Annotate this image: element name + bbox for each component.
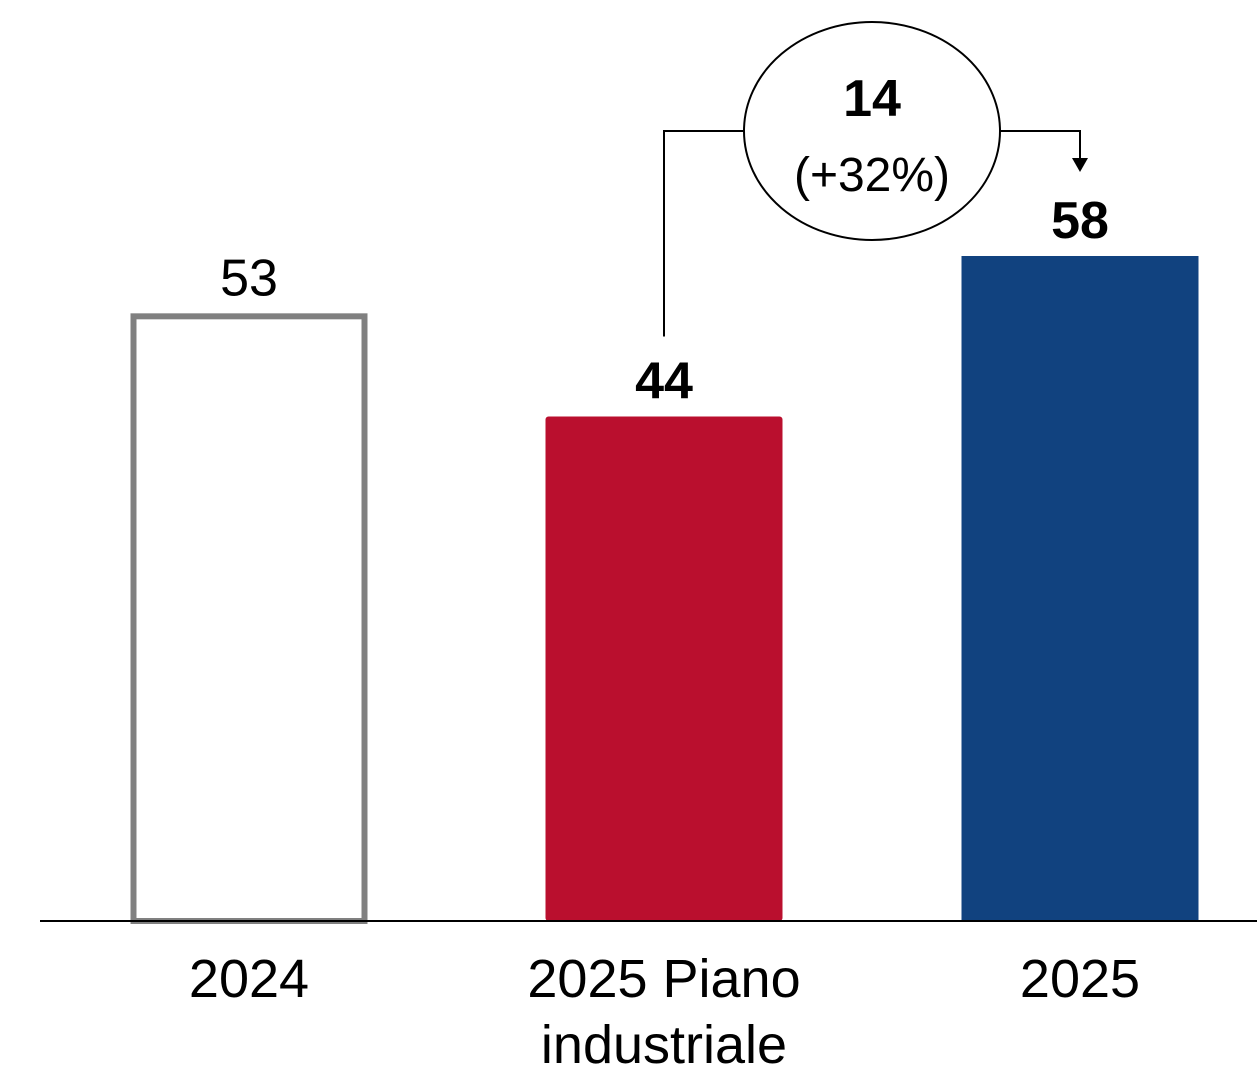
bar-2024 — [130, 313, 368, 924]
value-labels-layer: 53 44 58 — [220, 192, 1109, 411]
bar-2025-piano-industriale — [545, 416, 783, 921]
value-label-2024: 53 — [220, 249, 278, 307]
category-labels-layer: 2024 2025 Piano industriale 2025 — [189, 949, 1140, 1067]
delta-percent: (+32%) — [794, 149, 950, 202]
connector-line-left — [663, 130, 744, 337]
category-label-2025-piano-industriale-line-1: 2025 Piano — [527, 949, 800, 1009]
bars-layer — [130, 256, 1199, 924]
value-label-2025: 58 — [1051, 192, 1109, 250]
category-label-2024: 2024 — [189, 949, 309, 1009]
category-label-2025: 2025 — [1020, 949, 1140, 1009]
category-label-2025-piano-industriale-line-2: industriale — [541, 1015, 787, 1067]
value-label-2025-piano-industriale: 44 — [635, 353, 693, 411]
growth-annotation: 14 (+32%) — [663, 21, 1088, 337]
delta-bubble — [743, 21, 1001, 241]
connector-line-right — [1000, 130, 1081, 160]
delta-value: 14 — [843, 70, 901, 128]
connector-arrowhead — [1072, 158, 1088, 172]
bar-2025 — [961, 256, 1199, 921]
